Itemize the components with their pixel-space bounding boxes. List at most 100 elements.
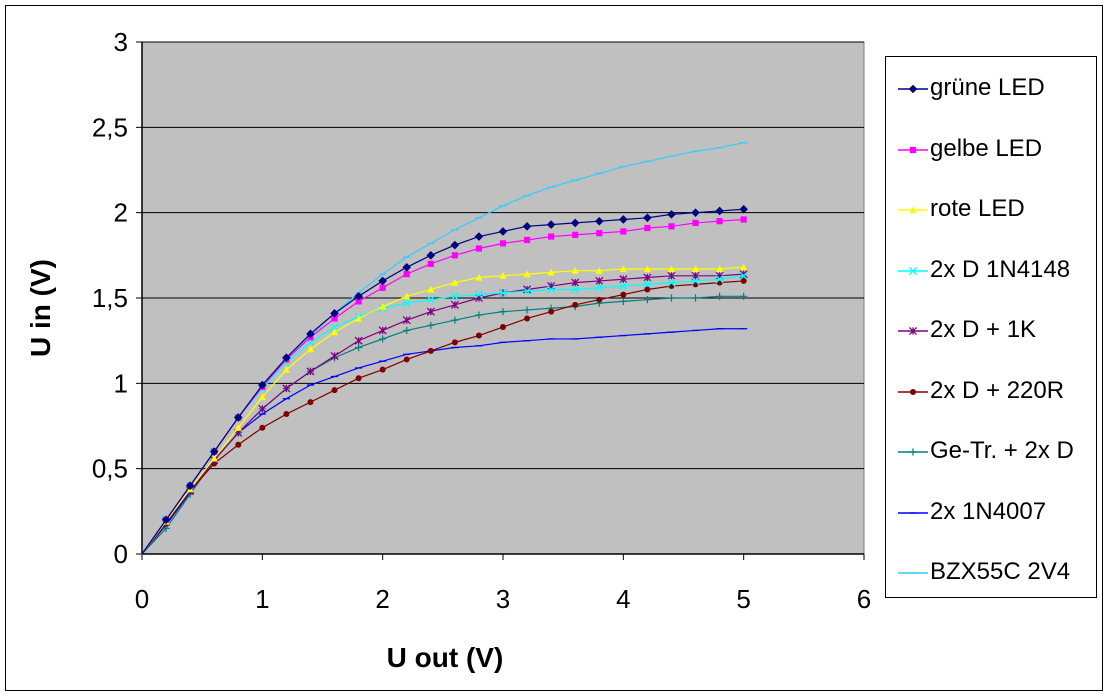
data-point (668, 223, 675, 230)
data-point (355, 343, 363, 352)
data-point (572, 231, 579, 238)
data-point (619, 265, 627, 273)
data-point (546, 220, 556, 229)
legend-label: 2x 1N4007 (930, 497, 1047, 525)
data-point (379, 284, 386, 291)
data-point (235, 441, 242, 448)
data-point (234, 424, 242, 431)
data-point (402, 262, 412, 272)
data-point (403, 292, 411, 300)
data-point (355, 298, 362, 305)
data-point (570, 218, 580, 228)
y-tick-label: 1,5 (92, 283, 128, 313)
data-point (740, 263, 748, 271)
data-point (403, 356, 410, 363)
data-point (571, 267, 579, 274)
data-point (571, 278, 580, 287)
series-line (141, 273, 744, 555)
data-point (354, 336, 363, 345)
data-point (379, 366, 386, 373)
data-point (258, 404, 267, 413)
data-point (500, 324, 506, 331)
y-tick-label: 3 (114, 27, 128, 57)
data-point (572, 301, 579, 308)
data-point (691, 276, 700, 285)
data-point (716, 292, 724, 300)
data-point (619, 215, 628, 224)
data-point (643, 280, 652, 289)
data-point (547, 268, 555, 276)
data-point (620, 228, 627, 235)
data-point (354, 291, 363, 301)
legend-swatch (898, 511, 928, 514)
data-point (403, 326, 411, 335)
data-point (619, 281, 628, 291)
data-point (330, 322, 339, 332)
data-point (450, 300, 459, 309)
legend-item: 2x D + 1K (886, 311, 1096, 351)
data-point (475, 245, 483, 252)
legend-label: 2x D + 220R (930, 376, 1065, 404)
legend-item: gelbe LED (886, 130, 1096, 170)
data-point (283, 411, 290, 418)
data-point (306, 345, 315, 353)
data-point (524, 315, 531, 322)
y-tick-label: 1 (114, 368, 128, 398)
data-point (643, 213, 652, 223)
data-point (547, 281, 556, 291)
data-point (330, 328, 339, 336)
data-point (595, 276, 604, 285)
data-point (619, 297, 627, 306)
data-point (307, 399, 314, 406)
data-point (258, 380, 267, 390)
legend-marker (908, 326, 918, 336)
data-point (499, 240, 507, 247)
data-point (548, 308, 555, 315)
data-point (643, 296, 651, 304)
data-point (282, 384, 291, 393)
legend-label: 2x D + 1K (930, 316, 1037, 343)
data-point (185, 481, 195, 491)
data-point (499, 272, 507, 279)
data-point (402, 316, 411, 325)
x-tick-label: 1 (255, 584, 269, 614)
data-point (475, 273, 483, 281)
legend-label: Ge-Tr. + 2x D (930, 437, 1074, 464)
data-point (667, 294, 676, 302)
x-tick-label: 0 (135, 584, 149, 614)
data-point (378, 276, 387, 286)
y-tick-label: 0,5 (92, 454, 128, 484)
data-point (740, 277, 747, 284)
data-point (331, 387, 338, 394)
data-point (306, 329, 315, 339)
series-line (141, 266, 744, 555)
legend-label: 2x D 1N4148 (930, 255, 1071, 283)
data-point (691, 208, 700, 217)
legend-label: rote LED (930, 195, 1025, 222)
data-point (450, 292, 459, 301)
legend-marker (909, 448, 917, 456)
legend-label: BZX55C 2V4 (930, 558, 1071, 585)
data-point (233, 413, 243, 422)
data-point (716, 218, 723, 225)
y-axis-title: U in (V) (25, 259, 56, 357)
legend-marker (909, 146, 917, 153)
data-point (451, 252, 458, 259)
x-tick-label: 2 (375, 584, 389, 614)
data-point (402, 299, 411, 308)
data-point (330, 351, 339, 361)
data-point (595, 283, 604, 292)
data-point (667, 265, 676, 273)
data-point (739, 271, 748, 280)
data-point (644, 224, 651, 232)
data-point (450, 240, 460, 250)
legend-label: grüne LED (930, 74, 1045, 101)
data-point (210, 454, 218, 462)
data-point (691, 294, 700, 302)
data-point (619, 275, 628, 284)
y-tick-label: 2,5 (92, 112, 128, 142)
legend-swatch (898, 146, 928, 153)
data-point (355, 314, 363, 322)
data-point (427, 321, 435, 329)
